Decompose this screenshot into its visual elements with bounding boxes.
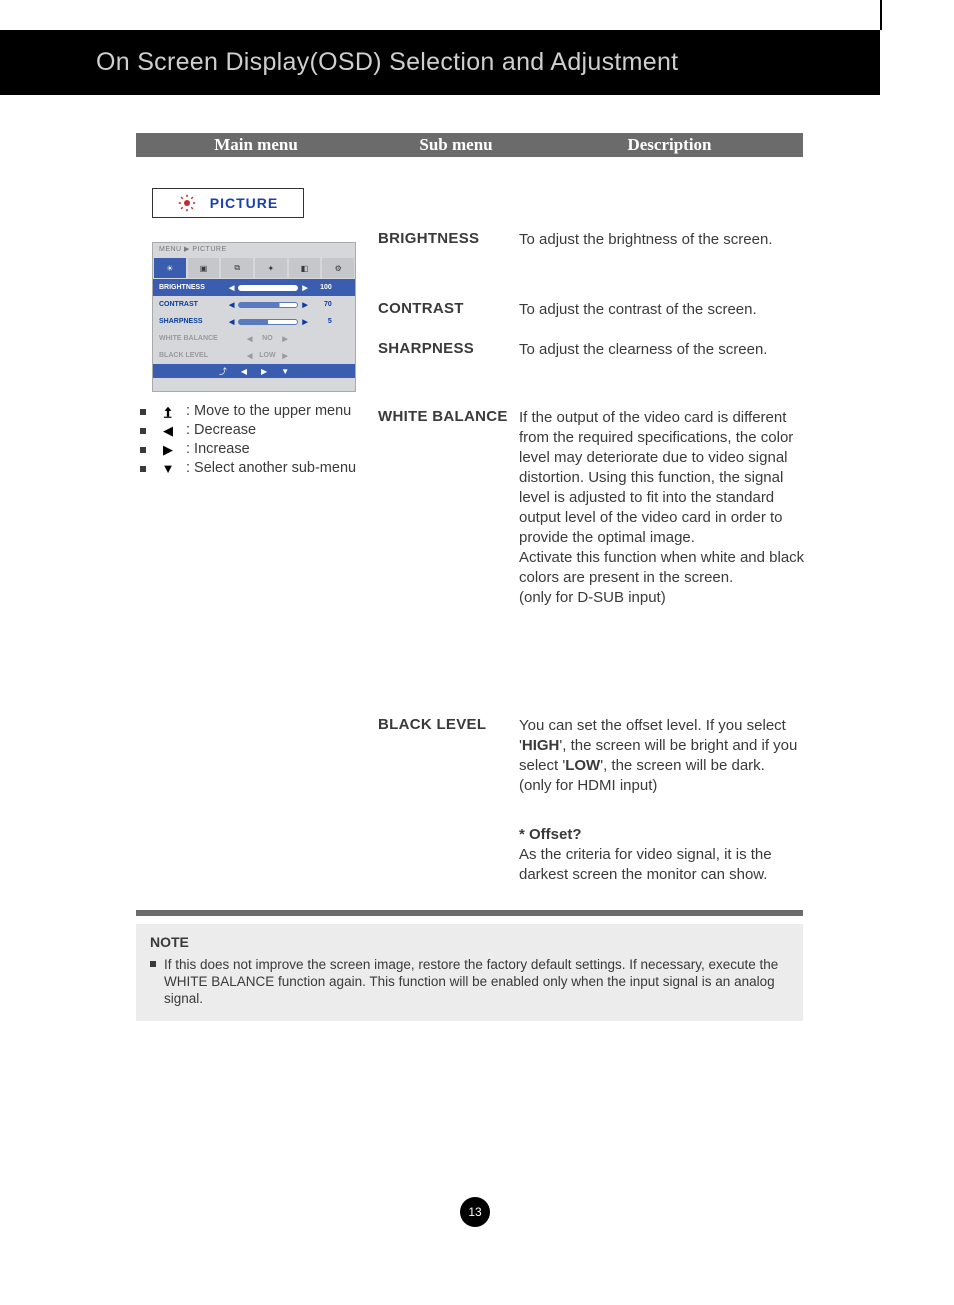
osd-tab-4: ✦ [255,258,287,278]
desc-white-balance: If the output of the video card is diffe… [519,408,808,608]
column-header-row: Main menu Sub menu Description [136,133,803,157]
note-box: NOTE If this does not improve the screen… [136,924,803,1021]
brightness-icon [178,194,196,212]
bullet-icon [150,961,156,967]
nav-item-down: ▼: Select another sub-menu [140,459,360,478]
osd-row-brightness: BRIGHTNESS◀▶100 [153,279,355,296]
osd-tabs: ☀ ▣ ⧉ ✦ ◧ ⚙ [153,257,355,279]
nav-item-up: : Move to the upper menu [140,402,360,421]
osd-tab-3: ⧉ [221,258,253,278]
desc-black-level-offset: * Offset? As the criteria for video sign… [519,825,808,885]
submenu-brightness: BRIGHTNESS [378,230,512,248]
picture-label: PICTURE [210,195,278,211]
osd-breadcrumb: MENU ▶ PICTURE [153,243,355,257]
submenu-white-balance: WHITE BALANCE [378,408,512,426]
submenu-contrast: CONTRAST [378,300,512,318]
osd-tab-5: ◧ [289,258,321,278]
submenu-sharpness: SHARPNESS [378,340,512,358]
osd-row-white-balance: WHITE BALANCE◀NO▶ [153,330,355,347]
section-divider [136,910,803,916]
navigation-legend: : Move to the upper menu ◀: Decrease ▶: … [140,402,360,478]
note-title: NOTE [150,934,789,950]
osd-row-contrast: CONTRAST◀▶70 [153,296,355,313]
note-body: If this does not improve the screen imag… [150,956,789,1007]
col-main-menu: Main menu [136,135,376,155]
right-arrow-icon: ▶ [160,440,176,459]
osd-screenshot: MENU ▶ PICTURE ☀ ▣ ⧉ ✦ ◧ ⚙ BRIGHTNESS◀▶1… [152,242,356,392]
desc-sharpness: To adjust the clearness of the screen. [519,340,808,360]
col-description: Description [536,135,803,155]
osd-nav-bar: ⤴◀▶▼ [153,364,355,378]
page-header: On Screen Display(OSD) Selection and Adj… [0,30,880,95]
desc-contrast: To adjust the contrast of the screen. [519,300,808,320]
nav-item-left: ◀: Decrease [140,421,360,440]
osd-row-black-level: BLACK LEVEL◀LOW▶ [153,347,355,364]
up-return-icon [160,405,176,419]
manual-page: On Screen Display(OSD) Selection and Adj… [0,0,954,1305]
submenu-black-level: BLACK LEVEL [378,716,512,734]
page-number: 13 [460,1197,490,1227]
nav-item-right: ▶: Increase [140,440,360,459]
col-sub-menu: Sub menu [376,135,536,155]
left-arrow-icon: ◀ [160,421,176,440]
osd-row-sharpness: SHARPNESS◀▶5 [153,313,355,330]
osd-tab-2: ▣ [188,258,220,278]
osd-tab-6: ⚙ [322,258,354,278]
crop-mark [880,0,882,30]
desc-brightness: To adjust the brightness of the screen. [519,230,808,250]
picture-section-header: PICTURE [152,188,304,218]
page-title: On Screen Display(OSD) Selection and Adj… [96,48,678,77]
down-arrow-icon: ▼ [160,459,176,478]
desc-black-level: You can set the offset level. If you sel… [519,716,808,796]
osd-tab-picture: ☀ [154,258,186,278]
